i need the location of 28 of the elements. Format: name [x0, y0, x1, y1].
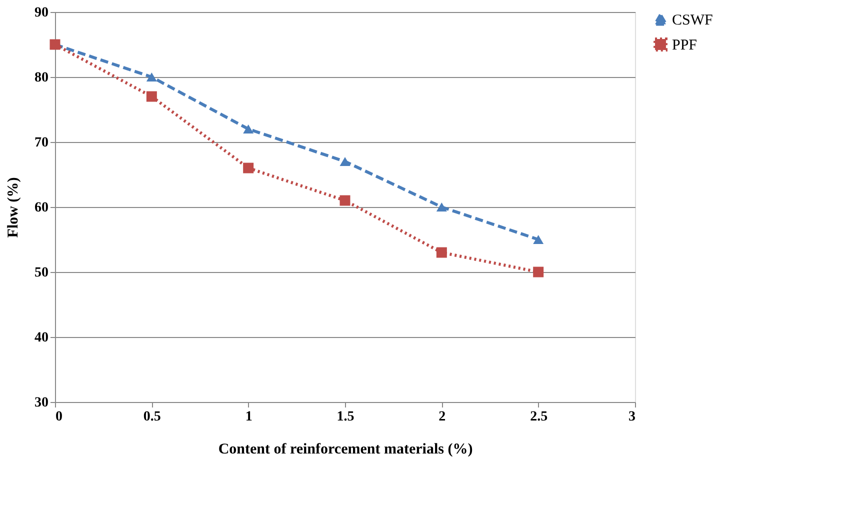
y-tick-label: 40 [34, 330, 48, 346]
point [436, 202, 447, 212]
x-tick-label: 0.5 [143, 410, 161, 424]
x-tick-label: 2 [438, 410, 446, 424]
x-tick-label: 0 [56, 410, 62, 424]
y-tick-label: 80 [34, 70, 48, 86]
point [533, 266, 544, 278]
y-tick-label: 60 [34, 200, 48, 216]
point [533, 234, 544, 244]
y-tick-label: 70 [34, 136, 48, 150]
point [243, 124, 254, 134]
point [146, 72, 157, 82]
point [436, 247, 447, 258]
x-axis-title: Content of reinforcement materials (%) [218, 442, 473, 458]
point [243, 162, 254, 174]
point [146, 91, 157, 102]
legend-label: CSWF [672, 12, 713, 28]
x-tick-label: 3 [628, 410, 636, 424]
y-tick-label: 30 [34, 396, 48, 410]
point [340, 195, 350, 206]
y-axis-title: Flow (%) [6, 177, 22, 238]
legend-label: PPF [672, 38, 698, 54]
x-tick-label: 1.5 [336, 410, 354, 424]
y-tick-label: 50 [34, 266, 48, 280]
x-tick-label: 1 [245, 410, 252, 424]
x-tick-label: 2.5 [530, 410, 548, 424]
y-tick-label: 90 [34, 6, 48, 20]
point [340, 156, 350, 166]
